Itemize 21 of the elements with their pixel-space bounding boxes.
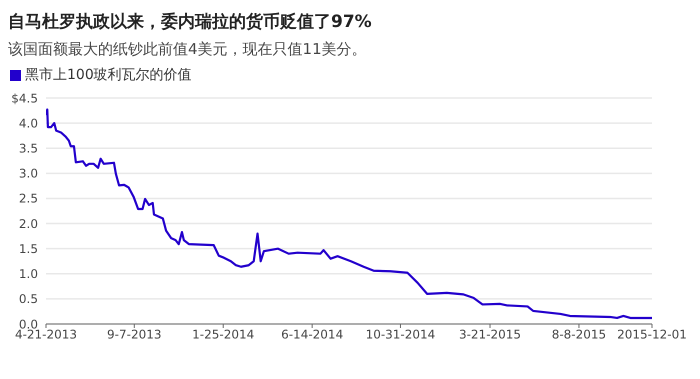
- x-tick-label: 8-8-2015: [552, 328, 606, 342]
- line-series: [46, 108, 652, 320]
- y-tick-label: $4.5: [11, 91, 38, 106]
- x-tick-label: 2015-12-01: [617, 328, 687, 342]
- y-tick-label: 1.0: [18, 267, 38, 282]
- x-tick-label: 6-14-2014: [281, 328, 344, 342]
- x-tick-label: 9-7-2013: [107, 328, 162, 342]
- y-tick-label: 2.5: [18, 192, 38, 206]
- chart-subtitle: 该国面额最大的纸钞此前值4美元，现在只值11美分。: [8, 39, 368, 60]
- y-tick-label: 4.0: [18, 116, 38, 130]
- chart-title: 自马杜罗执政以来，委内瑞拉的货币贬值了97%: [8, 11, 373, 34]
- y-tick-label: 0.5: [18, 292, 38, 306]
- x-tick-label: 10-31-2014: [366, 328, 436, 342]
- x-tick-label: 1-25-2014: [192, 328, 254, 342]
- y-tick-label: 2.0: [18, 216, 38, 231]
- y-tick-label: 1.5: [18, 242, 38, 256]
- y-tick-label: 3.0: [18, 166, 38, 181]
- y-tick-label: 3.5: [18, 141, 38, 156]
- legend-label: 黑市上100玻利瓦尔的价值: [25, 67, 192, 83]
- x-tick-label: 3-21-2015: [458, 328, 522, 342]
- x-tick-label: 4-21-2013: [14, 328, 78, 342]
